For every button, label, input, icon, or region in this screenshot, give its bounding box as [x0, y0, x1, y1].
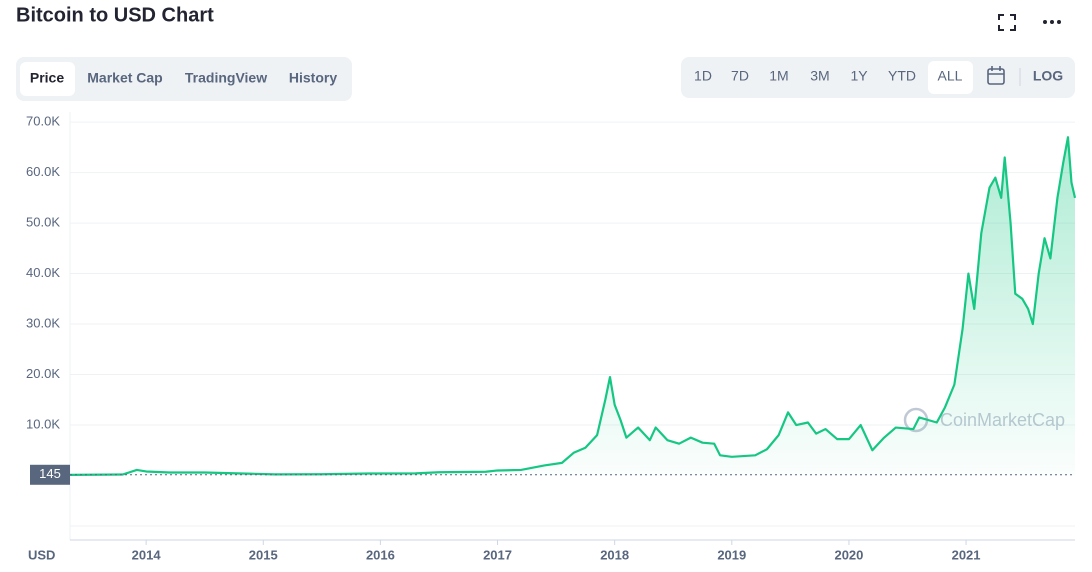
range-group	[681, 57, 1075, 98]
y-tick-label: 30.0K	[26, 315, 60, 330]
range-button[interactable]: 1Y	[850, 68, 868, 84]
y-tick-label: 50.0K	[26, 215, 60, 230]
price-area	[70, 137, 1075, 476]
log-button[interactable]: LOG	[1033, 68, 1063, 84]
x-tick-label: 2014	[132, 547, 162, 562]
x-tick-label: 2021	[952, 547, 981, 562]
calendar-icon[interactable]	[987, 66, 1005, 85]
x-tick-label: 2020	[834, 547, 863, 562]
x-tick-label: 2016	[366, 547, 395, 562]
tab[interactable]: TradingView	[185, 70, 267, 86]
x-tick-label: 2018	[600, 547, 629, 562]
range-button[interactable]: YTD	[888, 68, 916, 84]
page-title: Bitcoin to USD Chart	[16, 4, 214, 26]
x-tick-label: 2017	[483, 547, 512, 562]
start-price-badge	[30, 464, 70, 485]
more-icon[interactable]	[1043, 20, 1061, 24]
y-tick-label: 20.0K	[26, 366, 60, 381]
start-price-label: 145	[39, 466, 61, 481]
y-tick-label: 10.0K	[26, 416, 60, 431]
x-tick-label: 2015	[249, 547, 278, 562]
x-tick-label: 2019	[717, 547, 746, 562]
y-tick-label: 70.0K	[26, 114, 60, 129]
range-button[interactable]: 7D	[731, 68, 749, 84]
y-tick-label: 40.0K	[26, 265, 60, 280]
tab-group	[16, 57, 352, 101]
tab[interactable]: Price	[30, 70, 64, 86]
tab[interactable]: History	[289, 70, 337, 86]
axis-unit: USD	[28, 547, 55, 562]
tab[interactable]: Market Cap	[87, 70, 162, 86]
y-tick-label: 60.0K	[26, 164, 60, 179]
range-button[interactable]: 1D	[694, 68, 712, 84]
range-button[interactable]: ALL	[938, 68, 963, 84]
price-line	[69, 136, 1077, 476]
range-selected-bg	[928, 61, 973, 94]
fullscreen-icon[interactable]	[998, 14, 1016, 31]
range-button[interactable]: 3M	[810, 68, 829, 84]
tab-selected-bg	[20, 62, 75, 96]
range-button[interactable]: 1M	[769, 68, 788, 84]
